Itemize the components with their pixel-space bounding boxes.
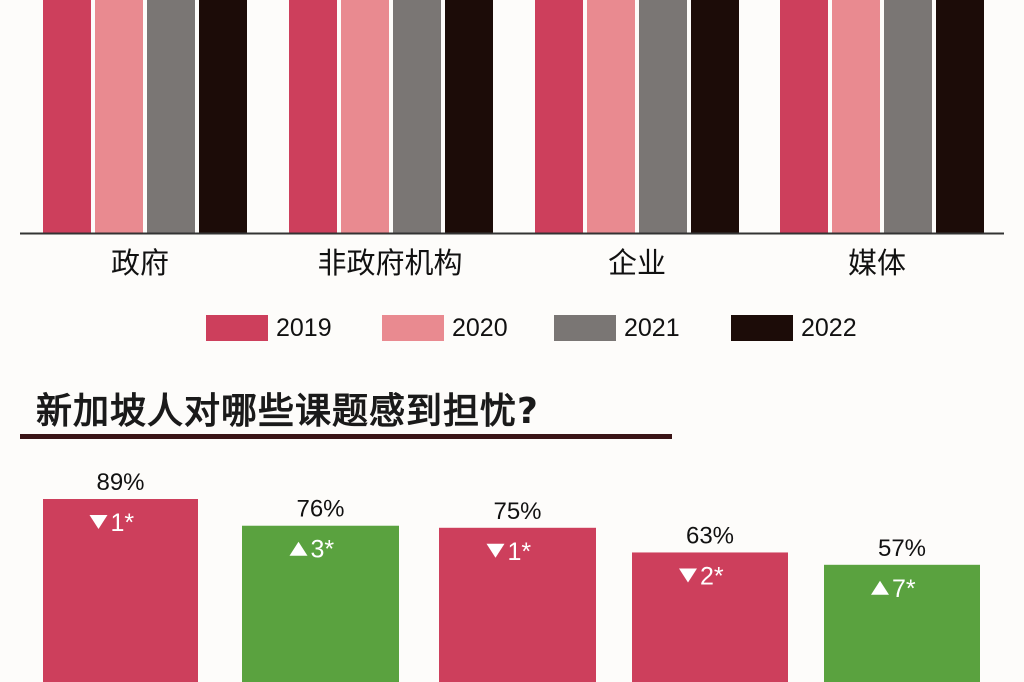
bar-2020-4 xyxy=(832,0,880,233)
down-triangle-icon-4 xyxy=(679,568,697,583)
value-label-1: 89% xyxy=(96,469,144,496)
concern-bar-3 xyxy=(439,527,596,682)
bar-2021-4 xyxy=(884,0,932,233)
legend-label-2021: 2021 xyxy=(624,313,680,342)
legend-item-2022: 2022 xyxy=(731,311,857,345)
category-label-ngo: 非政府机构 xyxy=(317,246,463,280)
legend-label-2019: 2019 xyxy=(276,313,332,342)
legend-item-2021: 2021 xyxy=(554,311,680,345)
down-triangle-icon-3 xyxy=(486,543,505,558)
bar-2020-3 xyxy=(587,0,635,233)
bar-2020-2 xyxy=(341,0,389,233)
section-heading: 新加坡人对哪些课题感到担忧? xyxy=(36,391,539,432)
up-triangle-icon-5 xyxy=(871,580,889,595)
bar-2021-2 xyxy=(393,0,441,233)
concern-bar-1 xyxy=(43,499,198,682)
up-triangle-icon-2 xyxy=(289,541,308,556)
bar-2019-1 xyxy=(43,0,91,233)
down-triangle-icon-1 xyxy=(89,515,108,529)
category-label-government: 政府 xyxy=(110,246,169,280)
heading-underline xyxy=(20,434,672,439)
change-label-5: 7* xyxy=(892,575,916,603)
legend-swatch-2022 xyxy=(731,315,793,341)
legend: 2019 2020 2021 2022 xyxy=(0,311,1024,345)
legend-item-2020: 2020 xyxy=(382,311,508,345)
change-label-2: 3* xyxy=(311,536,335,564)
change-label-3: 1* xyxy=(508,538,532,566)
bar-2022-4 xyxy=(936,0,984,233)
bar-2022-1 xyxy=(199,0,247,233)
legend-swatch-2020 xyxy=(382,315,444,341)
change-label-4: 2* xyxy=(700,562,724,590)
concern-bar-2 xyxy=(242,525,399,682)
bar-2021-1 xyxy=(147,0,195,233)
bar-2022-2 xyxy=(445,0,493,233)
legend-item-2019: 2019 xyxy=(206,311,332,345)
bar-2019-2 xyxy=(289,0,337,233)
value-label-3: 75% xyxy=(493,498,541,525)
value-label-2: 76% xyxy=(296,496,344,523)
legend-label-2020: 2020 xyxy=(452,313,508,342)
value-label-5: 57% xyxy=(878,535,926,562)
legend-swatch-2019 xyxy=(206,315,268,341)
concern-bar-5 xyxy=(824,564,980,682)
category-label-media: 媒体 xyxy=(847,246,906,280)
bar-2022-3 xyxy=(691,0,739,233)
trust-bar-chart xyxy=(20,0,1004,235)
bar-2021-3 xyxy=(639,0,687,233)
value-label-4: 63% xyxy=(686,522,734,549)
category-label-business: 企业 xyxy=(607,246,666,280)
bar-2019-4 xyxy=(780,0,828,233)
change-label-1: 1* xyxy=(111,509,135,537)
bar-2020-1 xyxy=(95,0,143,233)
concern-bar-4 xyxy=(632,552,788,682)
bar-2019-3 xyxy=(535,0,583,233)
legend-swatch-2021 xyxy=(554,315,616,341)
legend-label-2022: 2022 xyxy=(801,313,857,342)
